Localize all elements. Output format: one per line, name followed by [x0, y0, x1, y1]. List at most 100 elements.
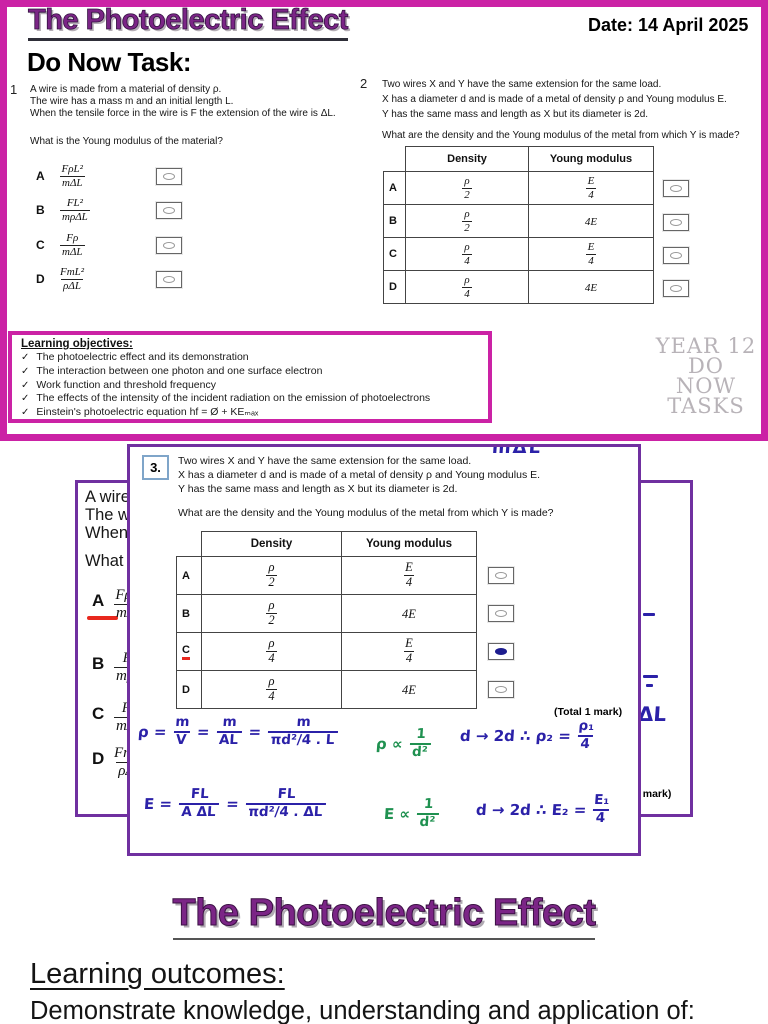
- objective-item: ✓ Einstein's photoelectric equation hf = …: [21, 406, 259, 419]
- q1-line-3: When the tensile force in the wire is F …: [30, 108, 336, 119]
- q3-prompt: What are the density and the Young modul…: [178, 507, 554, 519]
- table-cell: D: [383, 270, 406, 304]
- q1-option-row-c: C Fρ mΔL: [36, 231, 85, 259]
- q3-col-young-modulus: Young modulus: [341, 531, 477, 557]
- handwriting-modulus-proportionality: E ∝ 1 d²: [383, 796, 440, 831]
- date-label: Date: 14 April 2025: [588, 15, 749, 35]
- q1-option-fraction-c: Fρ mΔL: [60, 232, 85, 258]
- ink-stroke-fragment: [646, 684, 653, 687]
- check-icon: ✓: [21, 352, 30, 363]
- q1-checkbox-a[interactable]: [156, 168, 182, 185]
- q2-number: 2: [360, 76, 368, 91]
- check-icon: ✓: [21, 393, 30, 405]
- q1-option-label-a: A: [36, 169, 45, 183]
- year12-do-now-tasks-watermark: YEAR 12 DO NOW TASKS: [655, 334, 757, 418]
- bw-line-4: What is: [85, 552, 141, 570]
- q2-prompt: What are the density and the Young modul…: [382, 130, 740, 141]
- checkbox-oval-icon: [163, 207, 175, 214]
- q1-prompt: What is the Young modulus of the materia…: [30, 136, 223, 147]
- ink-stroke-fragment: [643, 613, 655, 616]
- q2-checkbox-a[interactable]: [663, 180, 689, 197]
- learning-objectives-heading: Learning objectives:: [21, 338, 133, 350]
- objective-item: ✓ The photoelectric effect and its demons…: [21, 351, 249, 363]
- objective-item: ✓ Work function and threshold frequency: [21, 378, 216, 391]
- q3-line-2: X has a diameter d and is made of a meta…: [178, 469, 541, 481]
- q2-table-header-row: Density Young modulus: [384, 146, 654, 172]
- checkbox-oval-icon: [670, 185, 682, 192]
- handwriting-modulus-conclusion: d → 2d ∴ E₂ = E₁ 4: [475, 792, 610, 827]
- q1-checkbox-d[interactable]: [156, 271, 182, 288]
- table-cell: A: [176, 556, 202, 595]
- checkbox-oval-icon: [163, 276, 175, 283]
- q2-col-density: Density: [405, 146, 529, 172]
- q3-selected-label-red-underline: C: [182, 644, 190, 660]
- page-title: The Photoelectric Effect: [28, 4, 349, 41]
- q3-total-mark-label: (Total 1 mark): [554, 706, 623, 718]
- bw-option-c: C: [92, 704, 105, 723]
- check-icon: ✓: [21, 365, 30, 377]
- table-cell: 4E: [528, 270, 654, 304]
- table-cell: 4E: [528, 204, 654, 238]
- checkbox-oval-icon: [670, 285, 682, 292]
- learning-outcomes-line: Demonstrate knowledge, understanding and…: [30, 997, 695, 1024]
- q1-checkbox-b[interactable]: [156, 202, 182, 219]
- q2-checkbox-c[interactable]: [663, 247, 689, 264]
- learning-objectives-box: Learning objectives: ✓ The photoelectric …: [8, 331, 492, 423]
- bw-line-3: When t: [85, 524, 138, 542]
- q2-line-3: Y has the same mass and length as X but …: [382, 109, 649, 120]
- q2-line-1: Two wires X and Y have the same extensio…: [382, 79, 662, 90]
- checkbox-oval-icon: [495, 572, 507, 579]
- q3-checkbox-b[interactable]: [488, 605, 514, 622]
- table-cell: D: [176, 670, 202, 709]
- q1-line-2: The wire has a mass m and an initial len…: [30, 96, 234, 107]
- q3-number-box: 3.: [142, 455, 169, 480]
- bw-line-2: The wir: [85, 506, 140, 524]
- table-cell: 4E: [341, 670, 477, 709]
- q1-option-fraction-b: FL² mρΔL: [60, 197, 90, 223]
- q1-option-label-b: B: [36, 203, 45, 217]
- table-cell: C: [383, 237, 406, 271]
- q3-line-3: Y has the same mass and length as X but …: [178, 483, 458, 495]
- q2-checkbox-b[interactable]: [663, 214, 689, 231]
- q1-option-label-c: C: [36, 238, 45, 252]
- q2-line-2: X has a diameter d and is made of a meta…: [382, 94, 727, 105]
- table-cell: A: [383, 171, 406, 205]
- q3-checkbox-d[interactable]: [488, 681, 514, 698]
- checkbox-oval-icon: [495, 610, 507, 617]
- q3-checkbox-c-selected[interactable]: [488, 643, 514, 660]
- q1-option-row-d: D FmL² ρΔL: [36, 265, 84, 293]
- table-cell: 4E: [341, 594, 477, 633]
- checkbox-oval-icon: [163, 173, 175, 180]
- q2-checkbox-d[interactable]: [663, 280, 689, 297]
- do-now-task-heading: Do Now Task:: [27, 47, 191, 77]
- q1-number: 1: [10, 82, 18, 97]
- q1-checkbox-c[interactable]: [156, 237, 182, 254]
- checkbox-oval-icon: [670, 219, 682, 226]
- q3-checkbox-a[interactable]: [488, 567, 514, 584]
- checkbox-oval-icon: [495, 686, 507, 693]
- q3-line-1: Two wires X and Y have the same extensio…: [178, 455, 472, 467]
- q1-option-fraction-a: FρL² mΔL: [60, 163, 85, 189]
- q1-option-row-b: B FL² mρΔL: [36, 196, 90, 224]
- table-cell: B: [176, 594, 202, 633]
- bw-option-d: D: [92, 749, 105, 768]
- red-underline-mark: [87, 616, 118, 620]
